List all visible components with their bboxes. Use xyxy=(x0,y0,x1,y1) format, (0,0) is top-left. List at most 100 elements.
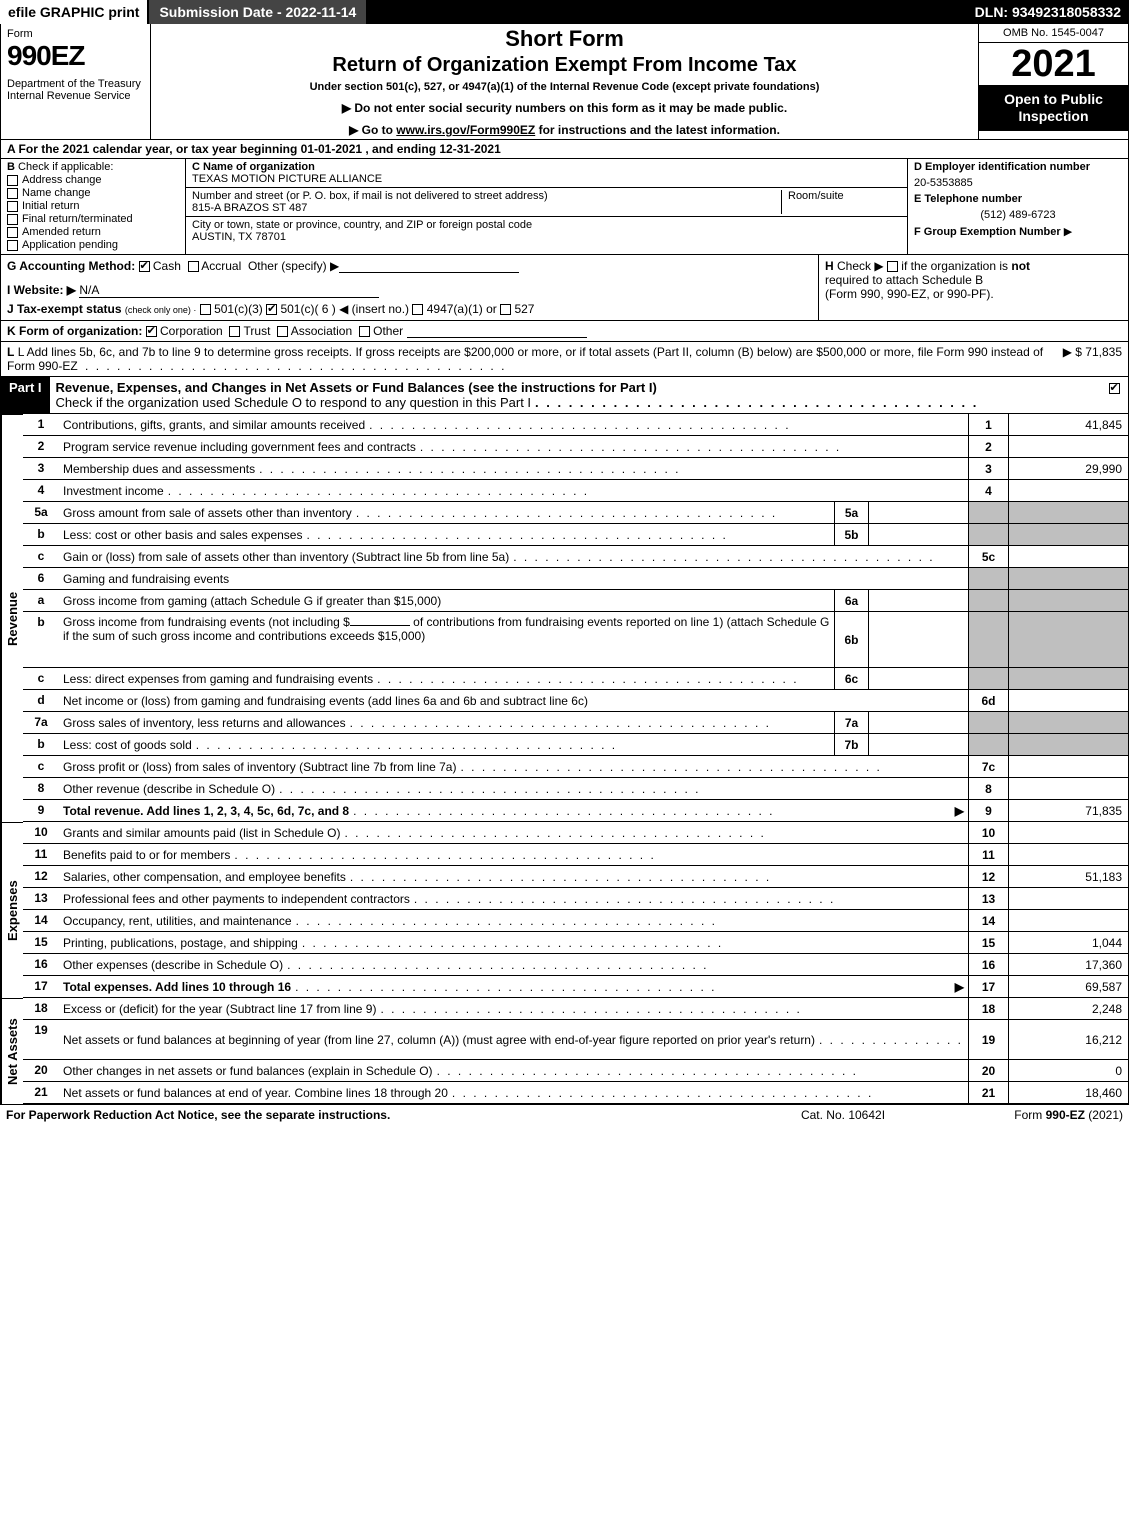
section-b: B Check if applicable: Address change Na… xyxy=(1,159,186,254)
netassets-table: Net Assets 18Excess or (deficit) for the… xyxy=(0,998,1129,1104)
checkbox-corp-icon[interactable] xyxy=(146,326,157,337)
section-a: A For the 2021 calendar year, or tax yea… xyxy=(0,140,1129,159)
subtitle: Under section 501(c), 527, or 4947(a)(1)… xyxy=(159,81,970,93)
line-desc: Other changes in net assets or fund bala… xyxy=(63,1064,433,1078)
line-6a: aGross income from gaming (attach Schedu… xyxy=(23,590,1129,612)
irs-link[interactable]: www.irs.gov/Form990EZ xyxy=(396,123,535,137)
line-desc: Grants and similar amounts paid (list in… xyxy=(63,826,340,840)
checkbox-4947-icon[interactable] xyxy=(412,304,423,315)
line-7b: bLess: cost of goods sold7b xyxy=(23,734,1129,756)
dots-icon xyxy=(279,782,964,796)
cb-label: Application pending xyxy=(22,239,118,251)
cb-address-change: Address change xyxy=(7,174,179,186)
tel-value: (512) 489-6723 xyxy=(908,207,1128,223)
dots-icon xyxy=(168,484,964,498)
line-6b: bGross income from fundraising events (n… xyxy=(23,612,1129,668)
line-desc: Total expenses. Add lines 10 through 16 xyxy=(63,980,291,994)
dots-icon xyxy=(353,804,955,818)
line-desc: Benefits paid to or for members xyxy=(63,848,230,862)
dots-icon xyxy=(380,1002,964,1016)
dots-icon xyxy=(819,1033,964,1047)
part1-title: Revenue, Expenses, and Changes in Net As… xyxy=(50,377,1100,413)
line-desc: Other expenses (describe in Schedule O) xyxy=(63,958,283,972)
j-label: J Tax-exempt status xyxy=(7,302,122,316)
revenue-table: Revenue 1Contributions, gifts, grants, a… xyxy=(0,414,1129,822)
line-desc: Net income or (loss) from gaming and fun… xyxy=(63,694,588,708)
line-1: 1Contributions, gifts, grants, and simil… xyxy=(23,414,1129,436)
g-cash: Cash xyxy=(153,259,181,273)
checkbox-501c3-icon[interactable] xyxy=(200,304,211,315)
line-desc: Gross amount from sale of assets other t… xyxy=(63,506,352,520)
line-3: 3Membership dues and assessments329,990 xyxy=(23,458,1129,480)
line-20: 20Other changes in net assets or fund ba… xyxy=(23,1060,1129,1082)
line-21: 21Net assets or fund balances at end of … xyxy=(23,1082,1129,1104)
cb-amended: Amended return xyxy=(7,226,179,238)
section-d: D Employer identification number 20-5353… xyxy=(908,159,1128,254)
section-h: H Check ▶ if the organization is not req… xyxy=(818,255,1128,320)
checkbox-527-icon[interactable] xyxy=(500,304,511,315)
dots-icon xyxy=(287,958,964,972)
dln-label: DLN: 93492318058332 xyxy=(967,0,1129,24)
k-o1: Corporation xyxy=(160,324,223,338)
checkbox-cash-icon[interactable] xyxy=(139,261,150,272)
k-o4: Other xyxy=(373,324,403,338)
dots-icon xyxy=(437,1064,964,1078)
g-accrual: Accrual xyxy=(201,259,241,273)
group-arrow: ▶ xyxy=(1064,226,1072,238)
form-word: Form xyxy=(7,28,144,40)
checkbox-icon[interactable] xyxy=(7,227,18,238)
dots-icon xyxy=(259,462,964,476)
j-o2: 501(c)( 6 ) ◀ (insert no.) xyxy=(280,302,409,316)
checkbox-accrual-icon[interactable] xyxy=(188,261,199,272)
line-13: 13Professional fees and other payments t… xyxy=(23,888,1129,910)
line-desc: Printing, publications, postage, and shi… xyxy=(63,936,298,950)
dots-icon xyxy=(306,528,830,542)
checkbox-icon[interactable] xyxy=(7,175,18,186)
line-8: 8Other revenue (describe in Schedule O)8 xyxy=(23,778,1129,800)
form-header: Form 990EZ Department of the Treasury In… xyxy=(0,24,1129,140)
checkbox-trust-icon[interactable] xyxy=(229,326,240,337)
short-form-title: Short Form xyxy=(159,26,970,52)
checkbox-icon[interactable] xyxy=(7,188,18,199)
dots-icon xyxy=(295,980,955,994)
checkbox-other-icon[interactable] xyxy=(359,326,370,337)
dots-icon xyxy=(350,870,964,884)
section-g: G Accounting Method: Cash Accrual Other … xyxy=(1,255,818,320)
dots-icon xyxy=(196,738,830,752)
info-grid: B Check if applicable: Address change Na… xyxy=(0,159,1129,255)
footer-left: For Paperwork Reduction Act Notice, see … xyxy=(6,1108,743,1122)
checkbox-501c-icon[interactable] xyxy=(266,304,277,315)
line-2: 2Program service revenue including gover… xyxy=(23,436,1129,458)
line-desc: Less: cost or other basis and sales expe… xyxy=(63,528,302,542)
line-desc: Total revenue. Add lines 1, 2, 3, 4, 5c,… xyxy=(63,804,349,818)
b-check-label: Check if applicable: xyxy=(18,161,113,173)
l-arrow: ▶ $ xyxy=(1063,345,1082,359)
cb-label: Address change xyxy=(22,174,102,186)
line-10: 10Grants and similar amounts paid (list … xyxy=(23,822,1129,844)
header-center: Short Form Return of Organization Exempt… xyxy=(151,24,978,139)
line-desc: Gain or (loss) from sale of assets other… xyxy=(63,550,509,564)
page-footer: For Paperwork Reduction Act Notice, see … xyxy=(0,1104,1129,1125)
arrow-icon: ▶ xyxy=(955,804,964,818)
checkbox-icon[interactable] xyxy=(7,240,18,251)
org-name-row: C Name of organization TEXAS MOTION PICT… xyxy=(186,159,907,188)
checkbox-icon[interactable] xyxy=(7,201,18,212)
cb-label: Name change xyxy=(22,187,91,199)
checkbox-h-icon[interactable] xyxy=(887,261,898,272)
form-number: 990EZ xyxy=(7,40,144,72)
line-desc: Occupancy, rent, utilities, and maintena… xyxy=(63,914,292,928)
checkbox-parti-icon[interactable] xyxy=(1109,383,1120,394)
gh-row: G Accounting Method: Cash Accrual Other … xyxy=(0,255,1129,321)
line-desc: Gross income from gaming (attach Schedul… xyxy=(63,594,441,608)
group-exemption: F Group Exemption Number ▶ xyxy=(908,223,1128,240)
h-text2: if the organization is xyxy=(901,259,1008,273)
checkbox-assoc-icon[interactable] xyxy=(277,326,288,337)
part1-title-text: Revenue, Expenses, and Changes in Net As… xyxy=(56,380,657,395)
street-row: Number and street (or P. O. box, if mail… xyxy=(186,188,907,217)
checkbox-icon[interactable] xyxy=(7,214,18,225)
cb-name-change: Name change xyxy=(7,187,179,199)
footer-mid: Cat. No. 10642I xyxy=(743,1108,943,1122)
department-label: Department of the Treasury Internal Reve… xyxy=(7,78,144,102)
h-text4: (Form 990, 990-EZ, or 990-PF). xyxy=(825,287,994,301)
topbar-spacer xyxy=(366,0,966,24)
